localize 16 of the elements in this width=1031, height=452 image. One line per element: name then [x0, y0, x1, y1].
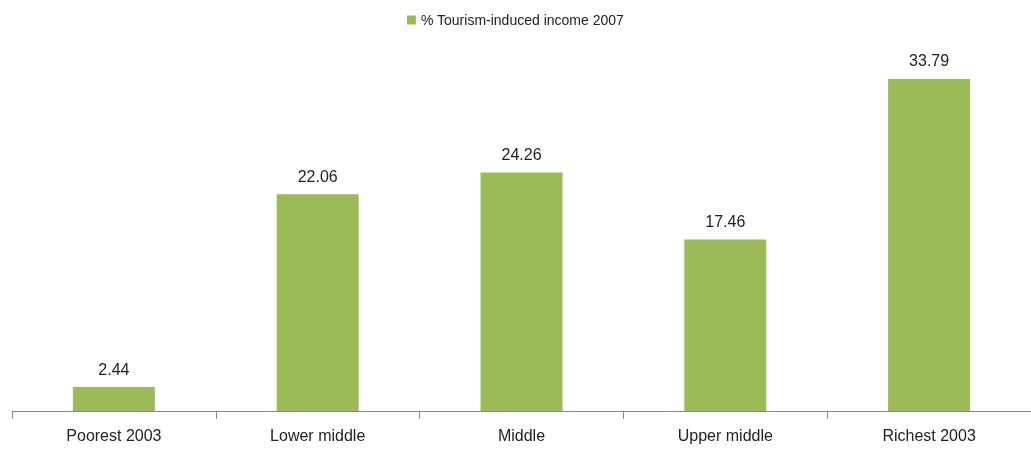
data-label: 33.79 — [909, 52, 950, 70]
x-tick-label: Poorest 2003 — [66, 426, 162, 444]
data-label: 17.46 — [705, 212, 746, 230]
data-label: 22.06 — [297, 167, 338, 185]
x-tick-label: Richest 2003 — [882, 426, 976, 444]
bar — [888, 78, 971, 411]
x-tick-label: Middle — [497, 426, 546, 444]
bar — [72, 387, 155, 411]
x-tick-label: Upper middle — [677, 426, 773, 444]
bar — [684, 239, 767, 411]
bar — [276, 194, 359, 411]
bar — [480, 172, 563, 411]
x-tick-label: Lower middle — [270, 426, 366, 444]
data-label: 2.44 — [98, 360, 130, 378]
data-label: 24.26 — [501, 146, 542, 164]
legend-label: % Tourism-induced income 2007 — [420, 12, 625, 28]
